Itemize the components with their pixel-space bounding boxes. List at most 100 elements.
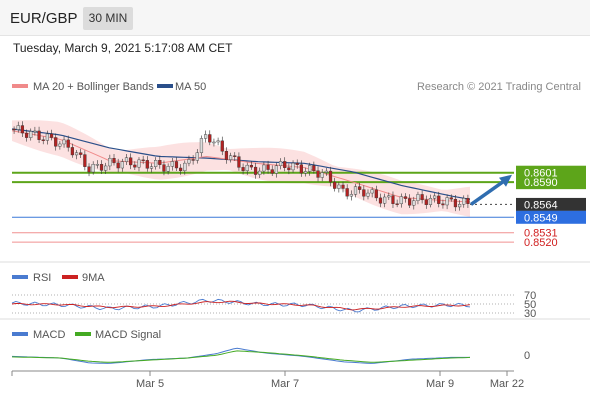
legend-swatch-macd [12,332,28,336]
x-axis-tick-label: Mar 5 [136,378,164,390]
legend-label-macd: MACD [33,329,65,341]
candle-body [112,157,116,164]
candle-body [457,204,462,208]
candle-body [87,166,91,173]
legend-label-rsi: RSI [33,272,51,284]
candle-body [162,164,166,172]
candle-body [303,171,308,174]
credit-text: Research © 2021 Trading Central [417,81,581,93]
candle-body [449,197,453,200]
candle-body [129,157,133,166]
candle-body [383,196,387,204]
candle-body [399,196,403,205]
candle-body [362,189,366,197]
candle-body [29,131,33,138]
candle-body [312,165,316,171]
candle-body [337,184,341,189]
candle-body [58,143,62,147]
candle-body [353,186,358,195]
candle-body [366,192,370,197]
candle-body [54,137,58,147]
candle-body [183,162,187,171]
legend-swatch-ma50 [157,84,173,88]
candle-body [262,164,266,172]
timeframe-badge[interactable]: 30 MIN [83,7,133,30]
candle-body [433,195,437,199]
level-box-pivot [516,210,586,224]
candle-body [462,198,466,205]
candle-body [91,164,95,173]
level-label-support: 0.8520 [524,237,558,249]
candle-body [441,203,445,206]
chart-area: MA 20 + Bollinger Bands MA 50 Research © 2… [0,62,590,400]
candle-body [328,170,333,183]
candle-body [416,194,420,201]
candle-body [24,132,29,138]
ma50-line [11,128,471,200]
legend-swatch-ma20 [12,84,28,88]
resistance-label: 0.8590 [524,177,558,189]
level-box-last_price [516,197,586,211]
candle-body [224,151,229,160]
candle-body [345,188,349,197]
candle-body [74,152,79,156]
candle-body [374,189,378,199]
candle-body [320,172,324,178]
candle-body [208,134,212,143]
candle-body [266,164,270,170]
candle-body [324,170,328,173]
legend-swatch-macd-signal [75,332,91,336]
candle-body [428,198,433,205]
candle-body [79,152,83,155]
candle-body [149,166,154,169]
candle-body [391,195,395,204]
candle-body [49,133,54,138]
candle-body [66,139,70,148]
candle-body [99,164,104,171]
candle-body [349,194,353,197]
candle-body [158,160,162,165]
macd-signal-line [11,350,471,363]
candle-body [141,159,145,162]
top-bar: EUR/GBP 30 MIN [0,0,590,36]
candle-body [37,130,41,140]
x-axis-tick-label: Mar 9 [426,378,454,390]
candle-body [241,167,245,171]
candle-body [424,199,428,205]
candle-body [245,164,249,171]
candle-body [387,195,391,198]
candle-body [137,159,141,168]
ma20-line [11,130,471,203]
forecast-arrow-shaft [469,178,508,206]
candle-body [133,164,137,168]
candle-body [237,156,241,168]
candle-body [358,186,362,190]
candle-body [287,167,291,171]
candle-body [166,166,170,172]
x-axis-tick-label: Mar 22 [490,378,524,390]
candle-body [258,170,262,175]
candle-body [228,155,233,160]
candle-body [45,133,49,141]
level-label-pivot: 0.8549 [524,212,558,224]
candle-body [466,198,470,204]
candle-body [83,154,87,167]
candle-body [395,203,399,205]
candle-body [20,125,25,134]
symbol-title: EUR/GBP [10,10,78,27]
level-label-support: 0.8531 [524,228,558,240]
candle-body [41,139,45,141]
candle-body [378,197,383,204]
candle-body [174,161,179,169]
candle-body [108,157,112,167]
candle-body [420,194,424,201]
candle-body [179,167,183,171]
candle-body [233,155,237,157]
candle-body [341,184,345,189]
candle-body [308,165,312,172]
candle-body [283,161,287,168]
legend-swatch-9ma [62,275,78,279]
candle-body [270,169,274,174]
forecast-arrow-head [499,174,512,187]
